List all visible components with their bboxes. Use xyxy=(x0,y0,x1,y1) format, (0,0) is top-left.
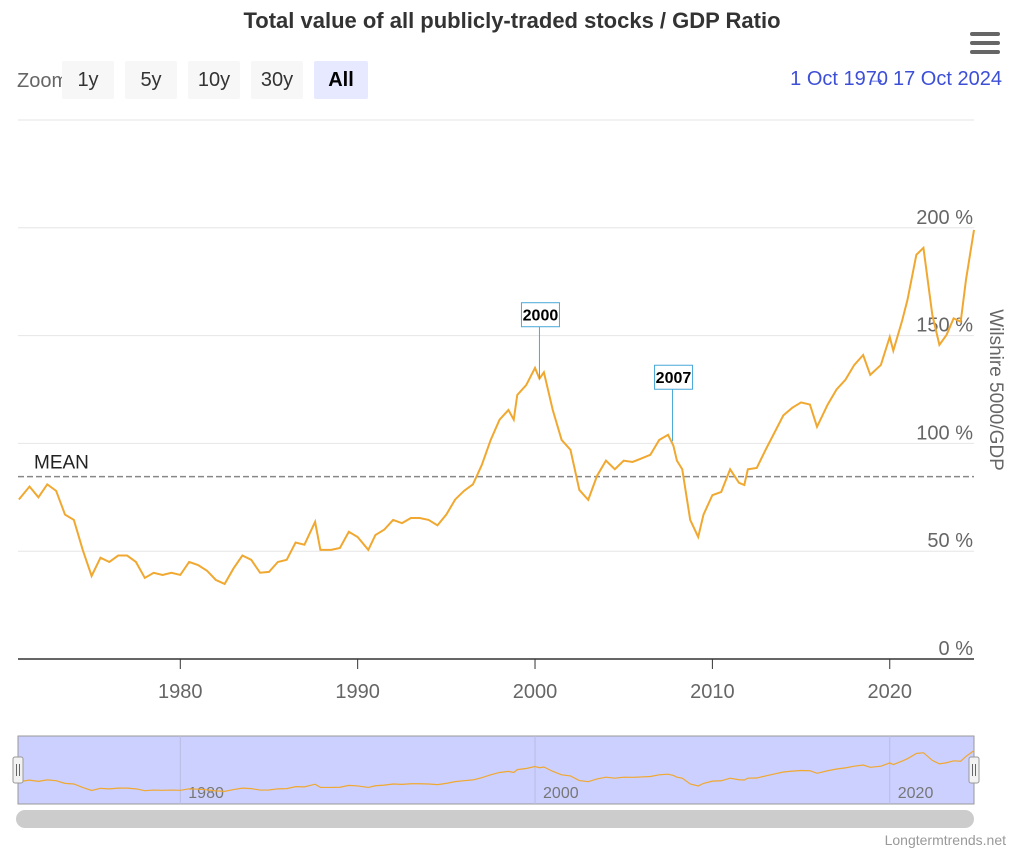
y-tick-label: 0 % xyxy=(939,638,974,660)
navigator-handle[interactable] xyxy=(968,756,980,784)
range-button[interactable] xyxy=(62,61,114,99)
flag-label: 2007 xyxy=(656,370,692,387)
y-tick-label: 100 % xyxy=(916,422,973,444)
navigator-tick-label: 2020 xyxy=(898,785,934,802)
range-arrow: → xyxy=(868,68,886,88)
navigator-handle[interactable] xyxy=(12,756,24,784)
menu-bar xyxy=(970,41,1000,45)
x-tick-label: 2020 xyxy=(868,681,913,703)
range-from[interactable]: 1 Oct 1970 xyxy=(790,68,888,90)
flag-box xyxy=(653,364,693,390)
y-tick-label: 50 % xyxy=(927,530,973,552)
x-tick-label: 2000 xyxy=(513,681,558,703)
y-tick-label: 150 % xyxy=(916,315,973,337)
navigator-mask xyxy=(17,735,975,805)
mean-label: MEAN xyxy=(34,453,89,474)
range-button-label[interactable]: 5y xyxy=(140,69,161,91)
menu-bar xyxy=(970,50,1000,54)
credits[interactable]: Longtermtrends.net xyxy=(885,832,1007,848)
chart-title: Total value of all publicly-traded stock… xyxy=(243,8,780,33)
navigator-tick-label: 1980 xyxy=(188,785,224,802)
menu-bar xyxy=(970,32,1000,36)
y-axis-title: Wilshire 5000/GDP xyxy=(985,309,1006,471)
range-button-label[interactable]: 10y xyxy=(198,69,230,91)
flag-label: 2000 xyxy=(523,308,559,325)
scrollbar[interactable] xyxy=(16,810,974,828)
range-button-label[interactable]: 1y xyxy=(77,69,98,91)
y-tick-label: 200 % xyxy=(916,207,973,229)
range-to[interactable]: 17 Oct 2024 xyxy=(893,68,1002,90)
menu-button[interactable] xyxy=(970,32,1000,54)
x-tick-label: 2010 xyxy=(690,681,735,703)
range-button[interactable] xyxy=(125,61,177,99)
x-tick-label: 1990 xyxy=(335,681,380,703)
x-tick-label: 1980 xyxy=(158,681,203,703)
range-button-label[interactable]: 30y xyxy=(261,69,293,91)
series-line xyxy=(18,229,975,586)
zoom-label: Zoom xyxy=(17,70,68,92)
flag-box xyxy=(520,302,560,328)
range-button[interactable] xyxy=(188,61,240,99)
range-button-label[interactable]: All xyxy=(328,69,354,91)
navigator-line xyxy=(18,750,975,792)
range-button[interactable] xyxy=(314,61,368,99)
navigator-tick-label: 2000 xyxy=(543,785,579,802)
range-button[interactable] xyxy=(251,61,303,99)
